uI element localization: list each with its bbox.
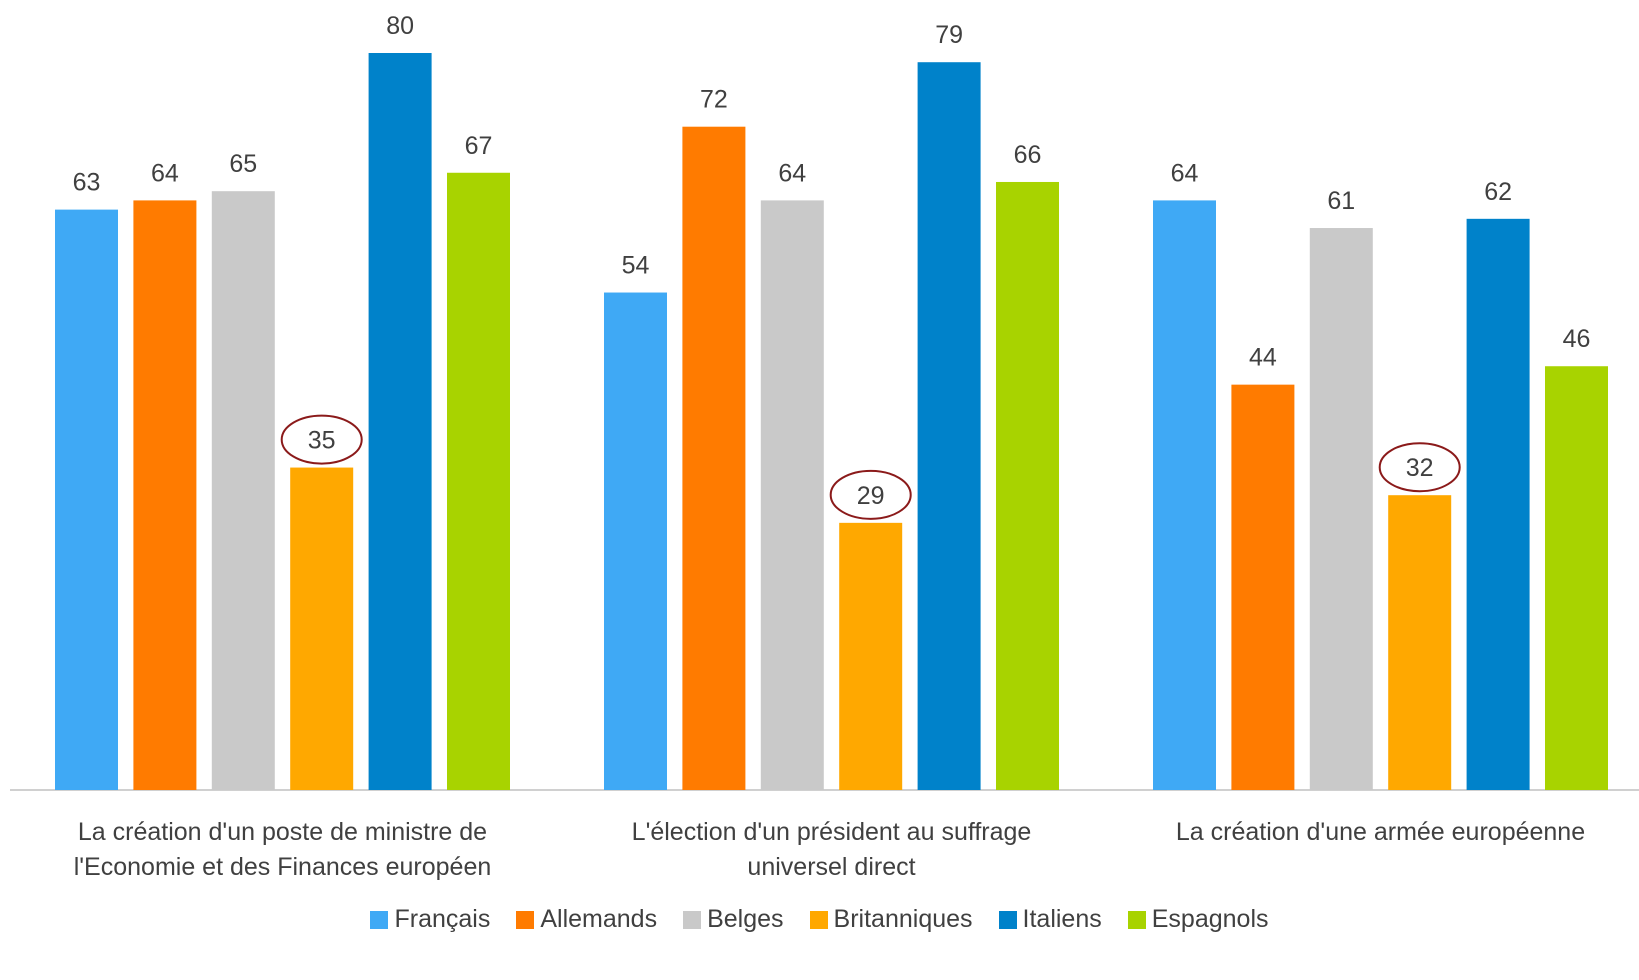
legend-item: Italiens bbox=[998, 905, 1102, 934]
highlight-circle bbox=[1378, 442, 1461, 493]
legend: Français Allemands Belges Britanniques Itali… bbox=[0, 905, 1639, 934]
bar bbox=[55, 209, 118, 791]
data-label: 65 bbox=[229, 150, 257, 178]
data-label: 62 bbox=[1484, 178, 1512, 206]
bar bbox=[682, 126, 746, 790]
bar bbox=[604, 292, 667, 790]
bar bbox=[839, 522, 903, 790]
bar bbox=[1153, 200, 1216, 790]
bar bbox=[1545, 366, 1608, 790]
legend-item: Espagnols bbox=[1127, 905, 1269, 934]
highlight-circle bbox=[280, 414, 363, 465]
bar bbox=[290, 467, 354, 790]
legend-label: Belges bbox=[707, 905, 784, 933]
bar bbox=[1466, 218, 1530, 790]
bar bbox=[996, 181, 1059, 791]
bar bbox=[1309, 228, 1373, 791]
data-label: 79 bbox=[935, 21, 963, 49]
legend-label: Allemands bbox=[540, 905, 658, 933]
legend-swatch bbox=[516, 910, 535, 929]
legend-swatch bbox=[683, 910, 702, 929]
bar bbox=[447, 172, 510, 790]
data-label: 61 bbox=[1327, 187, 1355, 215]
legend-label: Italiens bbox=[1022, 905, 1102, 933]
data-label: 64 bbox=[151, 159, 179, 187]
data-label: 29 bbox=[857, 482, 885, 510]
x-tick-label: La création d'un poste de ministre de l'… bbox=[73, 818, 492, 881]
data-label: 72 bbox=[700, 86, 728, 114]
legend-item: Allemands bbox=[516, 905, 657, 934]
data-label: 63 bbox=[73, 169, 101, 197]
legend-swatch bbox=[1127, 910, 1146, 929]
highlight-circle bbox=[829, 469, 912, 520]
bar bbox=[1231, 384, 1295, 790]
data-label: 66 bbox=[1014, 141, 1042, 169]
data-label: 80 bbox=[386, 12, 414, 40]
bar bbox=[211, 191, 275, 790]
legend-label: Français bbox=[394, 905, 491, 933]
data-label: 54 bbox=[622, 252, 650, 280]
data-label: 44 bbox=[1249, 344, 1277, 372]
legend-item: Belges bbox=[683, 905, 784, 934]
data-label: 67 bbox=[465, 132, 493, 160]
legend-swatch bbox=[370, 910, 389, 929]
bar bbox=[760, 200, 824, 790]
legend-label: Britanniques bbox=[833, 905, 973, 933]
legend-label: Espagnols bbox=[1151, 905, 1269, 933]
legend-item: Français bbox=[370, 905, 490, 934]
bar bbox=[133, 200, 197, 790]
legend-item: Britanniques bbox=[809, 905, 973, 934]
data-label: 64 bbox=[778, 159, 806, 187]
bar bbox=[917, 62, 981, 790]
x-tick-label: La création d'une armée européenne bbox=[1175, 818, 1586, 846]
x-tick-label: L'élection d'un président au suffrage un… bbox=[631, 818, 1032, 881]
legend-swatch bbox=[998, 910, 1017, 929]
bar bbox=[1388, 495, 1452, 790]
data-label: 46 bbox=[1563, 325, 1591, 353]
legend-swatch bbox=[809, 910, 828, 929]
data-label: 35 bbox=[308, 427, 336, 455]
data-label: 64 bbox=[1171, 159, 1199, 187]
bar bbox=[368, 53, 432, 790]
data-label: 32 bbox=[1406, 454, 1434, 482]
